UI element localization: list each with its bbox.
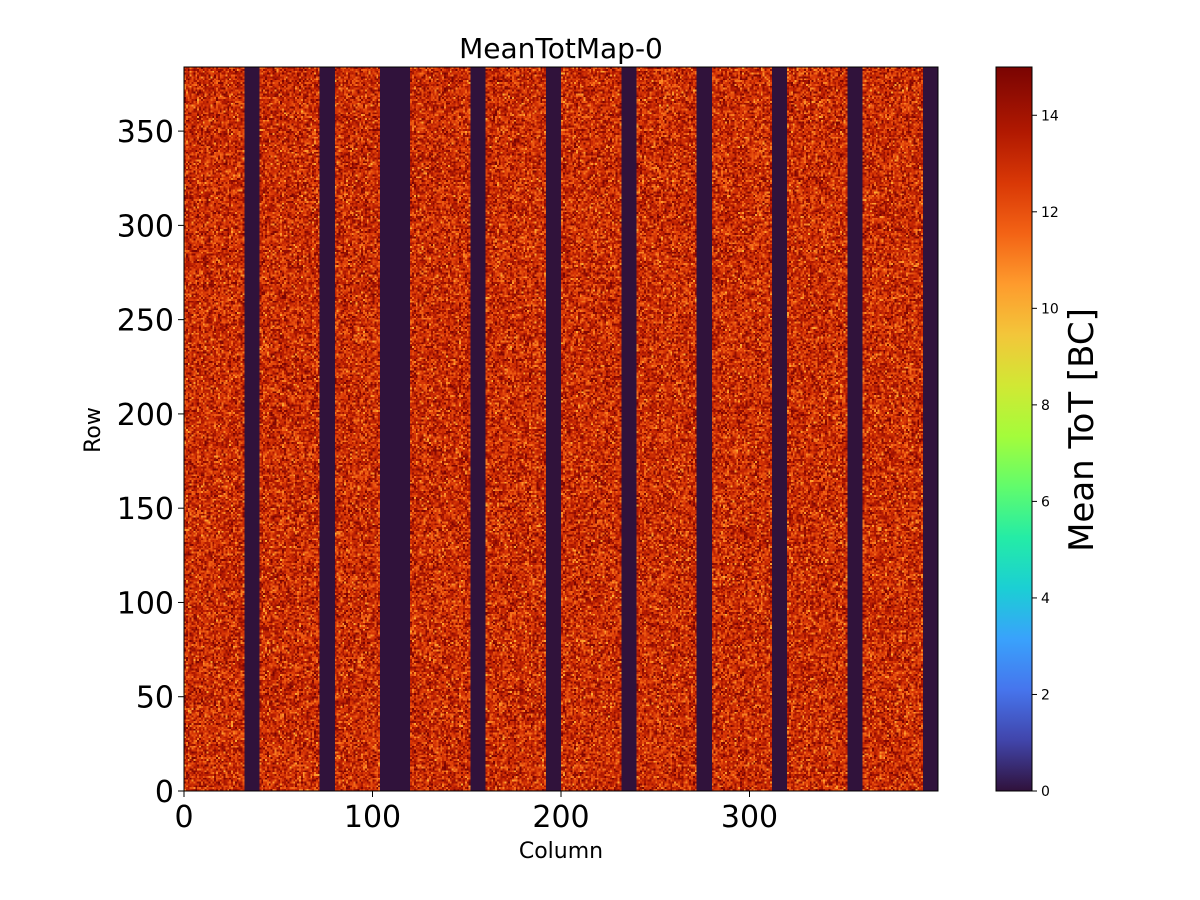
colorbar-axis: 0 2 4 6 8 10 12 14 [1032, 108, 1059, 800]
y-tick-label: 300 [117, 209, 174, 244]
colorbar-label: Mean ToT [BC] [1062, 308, 1102, 552]
x-tick-label: 100 [344, 800, 401, 835]
x-tick-label: 200 [532, 800, 589, 835]
y-tick-label: 200 [117, 398, 174, 433]
y-tick-label: 100 [117, 586, 174, 621]
colorbar-tick-label: 10 [1041, 301, 1059, 317]
x-axis: 0 100 200 300 [174, 791, 778, 835]
x-tick-label: 300 [721, 800, 778, 835]
colorbar-tick-label: 2 [1041, 687, 1050, 703]
heatmap-image [184, 67, 938, 791]
colorbar-gradient [996, 67, 1032, 791]
y-tick-label: 150 [117, 492, 174, 527]
colorbar-tick-label: 14 [1041, 108, 1059, 124]
y-tick-label: 350 [117, 115, 174, 150]
colorbar-tick-label: 6 [1041, 494, 1050, 510]
heatmap-plot [184, 67, 938, 791]
colorbar-tick-label: 12 [1041, 205, 1059, 221]
y-axis-label: Row [81, 407, 106, 453]
y-tick-label: 50 [136, 681, 174, 716]
colorbar-tick-label: 0 [1041, 784, 1050, 800]
colorbar-tick-label: 8 [1041, 398, 1050, 414]
colorbar-frame [995, 66, 1033, 792]
x-tick-label: 0 [174, 800, 193, 835]
y-axis: 0 50 100 150 200 250 300 350 [117, 115, 184, 810]
y-tick-label: 0 [155, 775, 174, 810]
y-tick-label: 250 [117, 304, 174, 339]
chart-title: MeanTotMap-0 [459, 32, 663, 65]
x-axis-label: Column [519, 839, 603, 864]
colorbar-tick-label: 4 [1041, 591, 1050, 607]
